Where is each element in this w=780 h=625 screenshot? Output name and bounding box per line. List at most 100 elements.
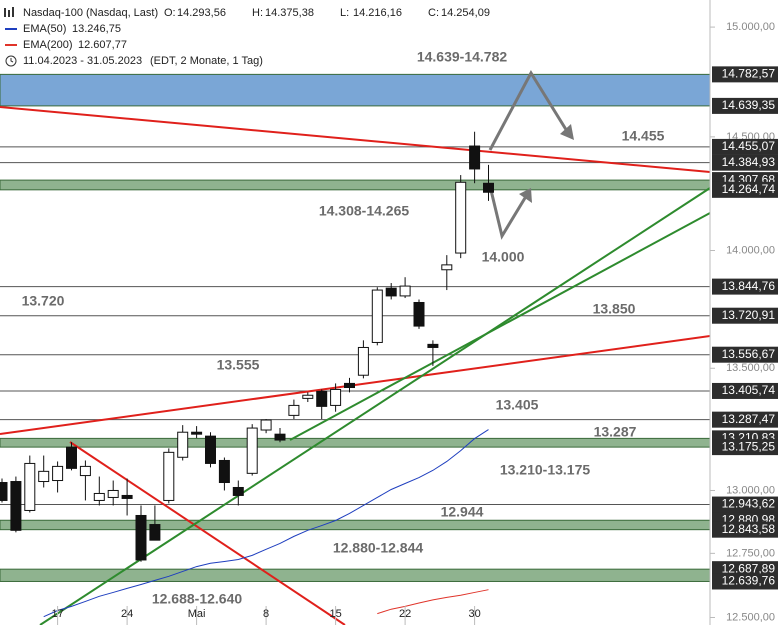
x-tick-label: 17 xyxy=(51,608,63,620)
candle-body xyxy=(246,427,258,474)
level-label-box xyxy=(712,66,778,83)
header: Nasdaq-100 (Nasdaq, Last) 11.04.2023 - 3… xyxy=(4,7,490,67)
candle-body xyxy=(52,465,64,482)
ema-line xyxy=(43,429,489,618)
x-axis: 17 24 Mai 8 15 22 30 xyxy=(51,606,481,625)
ohlc-value: 14.216,16 xyxy=(353,7,402,19)
candle-body xyxy=(441,264,453,271)
level-label-box xyxy=(712,138,778,155)
ohlc-name: L: xyxy=(340,7,349,19)
candle-body xyxy=(427,343,439,348)
candle-body xyxy=(357,346,369,376)
candle-body xyxy=(483,182,494,193)
candle-body xyxy=(385,287,397,297)
legend-name: EMA(200) xyxy=(23,39,73,51)
level-label: 13.175,25 xyxy=(722,439,776,453)
x-tick-label: 8 xyxy=(263,608,269,620)
annotation: 12.880-12.844 xyxy=(333,540,424,556)
clock-icon xyxy=(5,55,17,67)
x-tick-label: 22 xyxy=(399,608,411,620)
level-label: 12.639,76 xyxy=(722,574,776,588)
candle-body xyxy=(302,394,314,399)
x-tick-label: 15 xyxy=(329,608,341,620)
ema-line xyxy=(377,589,489,615)
candle-body xyxy=(107,489,119,498)
chart-title: Nasdaq-100 (Nasdaq, Last) xyxy=(23,7,158,19)
candle-body xyxy=(330,388,342,406)
level-label: 12.943,62 xyxy=(722,497,776,511)
level-label-box xyxy=(712,521,778,538)
trend-line xyxy=(289,212,710,441)
level-label: 12.843,58 xyxy=(722,522,776,536)
zone xyxy=(0,519,711,531)
level-label-box xyxy=(712,154,778,171)
level-label-box xyxy=(712,573,778,590)
candles xyxy=(0,131,494,562)
level-label: 13.720,91 xyxy=(722,308,776,322)
candle-body xyxy=(288,404,300,416)
y-axis: 15.000,0014.500,0014.000,0013.500,0013.0… xyxy=(710,21,775,623)
annotation: 14.455 xyxy=(622,128,665,144)
candle-body xyxy=(10,481,22,531)
level-label: 14.455,07 xyxy=(722,139,776,153)
candle-body xyxy=(455,181,467,254)
ohlc-value: 14.375,38 xyxy=(265,7,314,19)
level-label-box xyxy=(712,382,778,399)
zones xyxy=(0,73,711,582)
candle-body xyxy=(344,382,355,389)
annotation: 14.639-14.782 xyxy=(417,49,508,65)
level-label: 13.844,76 xyxy=(722,279,776,293)
level-label: 14.264,74 xyxy=(722,182,776,196)
candle-body xyxy=(121,494,133,499)
trend-line xyxy=(39,187,710,625)
annotation: 13.555 xyxy=(217,357,260,373)
zone xyxy=(0,179,711,191)
candle-body xyxy=(232,486,244,496)
y-tick-label: 13.500,00 xyxy=(726,362,775,374)
icon xyxy=(4,8,6,17)
y-tick-label: 13.000,00 xyxy=(726,484,775,496)
annotation: 13.850 xyxy=(593,301,636,317)
ohlc-name: O: xyxy=(164,7,176,19)
candle-body xyxy=(38,470,50,483)
level-label: 13.556,67 xyxy=(722,347,776,361)
candle-body xyxy=(135,514,147,561)
level-label: 14.384,93 xyxy=(722,155,776,169)
ohlc-value: 14.293,56 xyxy=(177,7,226,19)
icon xyxy=(12,7,14,17)
candle-body xyxy=(79,465,91,477)
y-tick-label: 12.750,00 xyxy=(726,547,775,559)
ohlc-value: 14.254,09 xyxy=(441,7,490,19)
level-label-box xyxy=(712,496,778,513)
level-label-box xyxy=(712,181,778,198)
level-label: 14.782,57 xyxy=(722,67,776,81)
candle-body xyxy=(260,419,272,431)
zone xyxy=(0,568,711,582)
clock-icon xyxy=(10,58,14,63)
annotation: 13.210-13.175 xyxy=(500,462,591,478)
y-tick-label: 12.500,00 xyxy=(726,611,775,623)
ema-lines xyxy=(43,429,489,618)
candle-body xyxy=(218,459,230,484)
annotation: 14.308-14.265 xyxy=(319,203,410,219)
candle-body xyxy=(149,524,161,541)
annotation: 13.720 xyxy=(22,293,65,309)
y-tick-label: 14.000,00 xyxy=(726,244,775,256)
legend-value: 13.246,75 xyxy=(72,23,121,35)
candle-body xyxy=(316,390,328,407)
candle-body xyxy=(0,482,8,501)
ohlc-name: H: xyxy=(252,7,263,19)
level-labels: 14.782,5714.639,3514.307,6814.264,7413.2… xyxy=(712,66,778,590)
candle-body xyxy=(413,301,425,327)
candle-body xyxy=(93,492,105,501)
x-tick-label: 24 xyxy=(121,608,133,620)
trend-line xyxy=(0,106,710,173)
level-label-box xyxy=(712,439,778,456)
annotation: 13.287 xyxy=(594,424,637,440)
zone xyxy=(0,73,711,107)
annotation: 13.405 xyxy=(496,397,539,413)
candle-body xyxy=(191,431,203,435)
annotation: 14.000 xyxy=(482,249,525,265)
x-tick-label: 30 xyxy=(468,608,480,620)
